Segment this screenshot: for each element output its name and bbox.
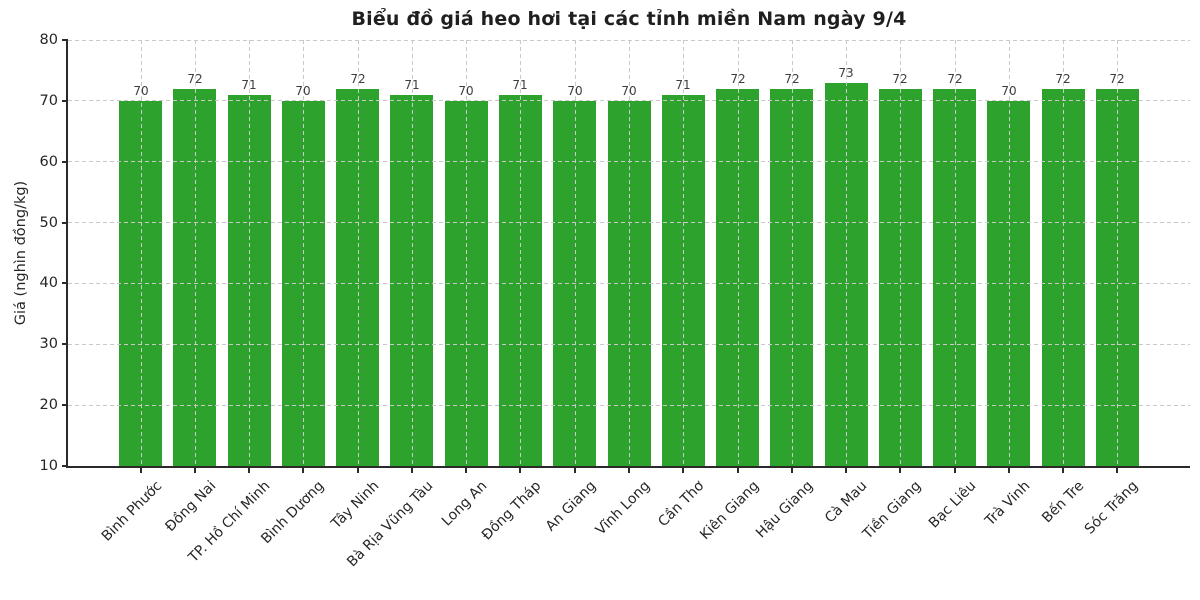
- y-tick-mark: [62, 465, 68, 467]
- x-tick-label: Tây Ninh: [328, 478, 383, 532]
- x-tick-label: Sóc Trăng: [1081, 478, 1142, 538]
- y-tick-label: 20: [39, 397, 58, 414]
- x-tick-mark: [1008, 467, 1010, 473]
- x-tick-mark: [737, 467, 739, 473]
- bar: [716, 88, 759, 466]
- y-tick-label: 60: [39, 153, 58, 170]
- grid-line-vertical: [738, 40, 739, 466]
- x-tick-label: An Giang: [542, 478, 600, 535]
- x-tick-mark: [465, 467, 467, 473]
- grid-line-vertical: [575, 40, 576, 466]
- y-tick-label: 30: [39, 336, 58, 353]
- bar-value-label: 72: [947, 72, 963, 86]
- x-tick-mark: [1062, 467, 1064, 473]
- y-tick-label: 70: [39, 92, 58, 109]
- bar-value-label: 72: [784, 72, 800, 86]
- x-tick-mark: [1116, 467, 1118, 473]
- grid-line-vertical: [520, 40, 521, 466]
- bar-value-label: 70: [621, 84, 637, 98]
- bar: [933, 88, 976, 466]
- grid-line-vertical: [629, 40, 630, 466]
- bar-value-label: 71: [675, 78, 691, 92]
- bar-value-label: 71: [241, 78, 257, 92]
- x-tick-mark: [248, 467, 250, 473]
- grid-line-vertical: [412, 40, 413, 466]
- x-tick-mark: [574, 467, 576, 473]
- bar-value-label: 72: [1109, 72, 1125, 86]
- grid-line-vertical: [303, 40, 304, 466]
- x-tick-label: Bạc Liêu: [925, 478, 980, 532]
- x-axis-spine: [66, 466, 1190, 468]
- y-tick-label: 50: [39, 214, 58, 231]
- grid-line-vertical: [358, 40, 359, 466]
- y-axis-spine: [66, 40, 68, 468]
- x-tick-label: Bến Tre: [1039, 478, 1088, 527]
- bar: [770, 88, 813, 466]
- x-tick-mark: [954, 467, 956, 473]
- x-tick-label: Long An: [438, 478, 491, 530]
- x-tick-mark: [519, 467, 521, 473]
- bar-value-label: 70: [133, 84, 149, 98]
- bar-value-label: 72: [1055, 72, 1071, 86]
- grid-line-vertical: [141, 40, 142, 466]
- x-tick-label: Cần Thơ: [655, 478, 708, 531]
- bar-value-label: 72: [730, 72, 746, 86]
- x-tick-mark: [845, 467, 847, 473]
- grid-line-vertical: [900, 40, 901, 466]
- bar-value-label: 73: [838, 66, 854, 80]
- chart-title: Biểu đồ giá heo hơi tại các tỉnh miền Na…: [351, 8, 907, 30]
- bar-value-label: 70: [458, 84, 474, 98]
- bar-value-label: 70: [295, 84, 311, 98]
- x-tick-mark: [628, 467, 630, 473]
- bar: [390, 94, 433, 466]
- bar-value-label: 70: [1001, 84, 1017, 98]
- y-tick-label: 40: [39, 275, 58, 292]
- x-tick-mark: [194, 467, 196, 473]
- grid-line-vertical: [1009, 40, 1010, 466]
- grid-line-vertical: [683, 40, 684, 466]
- x-tick-label: Trà Vinh: [982, 478, 1034, 530]
- x-tick-label: Vĩnh Long: [592, 478, 654, 539]
- x-tick-label: Hậu Giang: [753, 478, 817, 542]
- grid-line-vertical: [792, 40, 793, 466]
- x-tick-label: Đồng Nai: [162, 478, 220, 535]
- x-tick-label: Cà Mau: [821, 478, 871, 527]
- bar-value-label: 72: [350, 72, 366, 86]
- bar-value-label: 72: [187, 72, 203, 86]
- x-tick-mark: [302, 467, 304, 473]
- x-tick-mark: [357, 467, 359, 473]
- y-tick-mark: [62, 221, 68, 224]
- bar-value-label: 70: [567, 84, 583, 98]
- grid-line-vertical: [195, 40, 196, 466]
- y-tick-label: 10: [39, 458, 58, 474]
- bar: [173, 88, 216, 466]
- x-tick-mark: [899, 467, 901, 473]
- y-tick-mark: [62, 404, 68, 407]
- y-tick-mark: [62, 343, 68, 346]
- x-tick-mark: [140, 467, 142, 473]
- x-tick-mark: [682, 467, 684, 473]
- x-tick-label: Bình Phước: [98, 478, 166, 545]
- y-tick-mark: [62, 99, 68, 102]
- y-tick-mark: [62, 282, 68, 285]
- x-tick-mark: [791, 467, 793, 473]
- y-tick-mark: [62, 160, 68, 163]
- grid-line-vertical: [249, 40, 250, 466]
- grid-line-vertical: [955, 40, 956, 466]
- y-tick-mark: [62, 39, 68, 41]
- bar-value-label: 72: [892, 72, 908, 86]
- y-tick-label: 80: [39, 32, 58, 48]
- grid-line-vertical: [1063, 40, 1064, 466]
- grid-line-vertical: [846, 40, 847, 466]
- bar-value-label: 71: [512, 78, 528, 92]
- x-tick-mark: [411, 467, 413, 473]
- grid-line-vertical: [466, 40, 467, 466]
- bar: [336, 88, 379, 466]
- grid-line-vertical: [1117, 40, 1118, 466]
- bar-value-label: 71: [404, 78, 420, 92]
